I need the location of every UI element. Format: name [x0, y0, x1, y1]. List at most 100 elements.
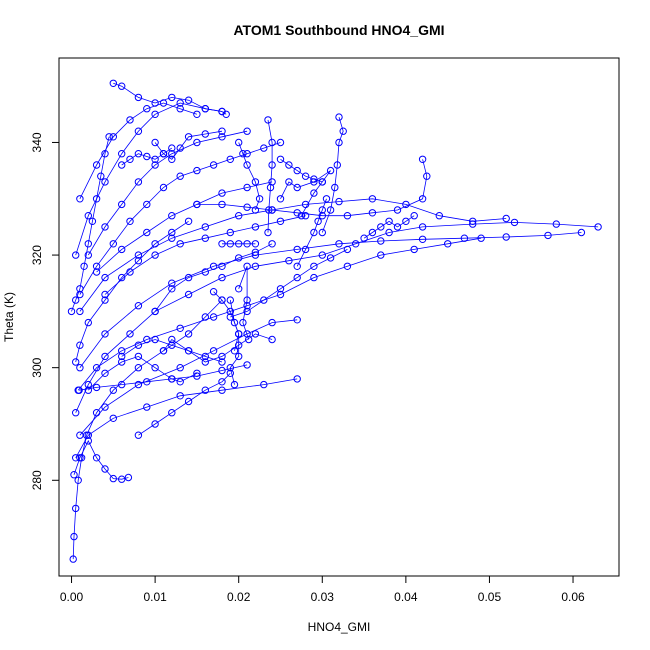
series-line — [72, 299, 223, 560]
x-tick-label: 0.01 — [143, 590, 167, 604]
data-point — [276, 285, 285, 293]
data-point — [184, 217, 193, 226]
data-point — [251, 262, 260, 270]
data-point — [385, 217, 393, 226]
data-point — [92, 195, 101, 203]
y-axis: 280 300 320 340 — [30, 132, 60, 490]
data-point — [293, 166, 301, 175]
data-point — [276, 155, 285, 164]
data-point — [243, 262, 251, 270]
data-point — [235, 330, 243, 338]
data-point — [159, 347, 168, 355]
data-point — [201, 358, 210, 366]
data-point — [268, 161, 276, 169]
data-point — [151, 364, 159, 372]
data-point — [151, 307, 159, 316]
data-point — [276, 290, 285, 299]
data-point — [168, 341, 176, 349]
series-line — [280, 158, 323, 183]
data-point — [118, 161, 126, 169]
data-point — [418, 155, 427, 164]
data-point — [92, 364, 101, 372]
data-point — [335, 240, 343, 248]
data-point — [143, 228, 151, 237]
data-point — [176, 172, 184, 180]
data-point — [84, 240, 93, 248]
data-point — [310, 273, 318, 282]
data-point — [235, 212, 243, 220]
data-point — [293, 183, 301, 192]
data-point — [218, 386, 226, 394]
series-line — [363, 215, 415, 239]
data-point — [201, 352, 210, 361]
data-point — [184, 273, 193, 282]
data-point — [101, 178, 109, 186]
data-point — [72, 454, 80, 462]
data-point — [285, 161, 293, 169]
data-point — [343, 245, 352, 254]
data-point — [168, 155, 176, 164]
data-points — [67, 79, 602, 563]
x-axis: 0.00 0.01 0.02 0.03 0.04 0.05 0.06 — [60, 575, 585, 604]
data-point — [134, 257, 143, 265]
data-point — [176, 324, 184, 332]
data-point — [251, 206, 260, 214]
data-point — [80, 262, 88, 270]
data-point — [176, 392, 184, 400]
data-point — [72, 296, 80, 304]
data-point — [101, 223, 109, 231]
data-point — [418, 195, 427, 203]
data-point — [101, 369, 109, 377]
data-point — [72, 409, 80, 417]
data-point — [226, 369, 235, 377]
data-point — [159, 150, 168, 158]
data-point — [293, 316, 301, 324]
data-point — [101, 290, 109, 299]
data-point — [151, 240, 159, 248]
data-point — [84, 212, 93, 220]
data-point — [101, 465, 109, 473]
data-point — [143, 378, 151, 386]
data-point — [301, 245, 310, 254]
data-point — [310, 175, 318, 183]
data-point — [109, 414, 118, 422]
data-point — [326, 166, 335, 175]
data-point — [126, 330, 134, 338]
data-point — [201, 105, 210, 113]
data-point — [285, 178, 293, 186]
data-point — [151, 335, 159, 344]
data-point — [218, 296, 226, 304]
series-line — [79, 232, 582, 368]
data-point — [402, 217, 410, 226]
data-point — [293, 245, 301, 254]
data-point — [184, 347, 193, 355]
data-point — [76, 307, 84, 316]
data-point — [352, 240, 360, 248]
series-line — [280, 170, 331, 216]
data-point — [333, 161, 341, 169]
data-point — [143, 403, 151, 411]
series-line — [121, 147, 173, 166]
data-point — [184, 397, 193, 406]
series-line — [296, 198, 327, 267]
data-point — [201, 386, 210, 394]
data-point — [84, 386, 93, 394]
data-point — [176, 240, 184, 248]
data-point — [377, 223, 385, 231]
data-point — [297, 212, 306, 220]
data-point — [176, 378, 184, 386]
data-point — [335, 113, 343, 121]
series-line — [238, 266, 250, 340]
data-point — [209, 347, 218, 355]
x-tick-label: 0.05 — [478, 590, 502, 604]
data-point — [134, 302, 143, 310]
data-point — [310, 189, 318, 197]
data-point — [435, 212, 443, 220]
data-point — [594, 223, 602, 231]
series-line — [267, 119, 273, 233]
series-line — [138, 373, 231, 436]
data-point — [268, 318, 276, 327]
data-point — [101, 273, 109, 282]
data-point — [469, 217, 477, 226]
data-point — [293, 273, 301, 282]
